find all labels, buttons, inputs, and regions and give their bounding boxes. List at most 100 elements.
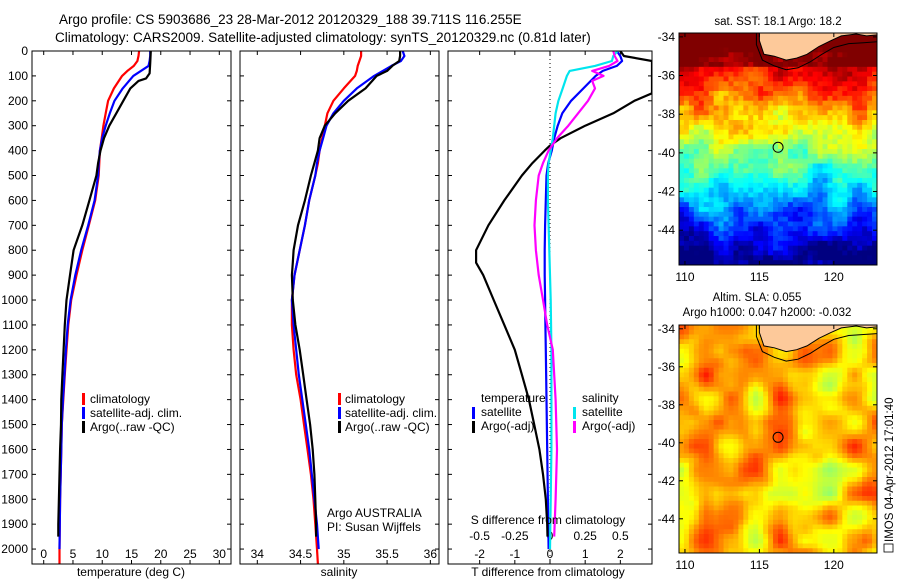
heatmap-cell — [782, 192, 789, 198]
heatmap-cell — [822, 86, 829, 92]
heatmap-cell — [753, 158, 759, 165]
heatmap-cell — [807, 211, 814, 218]
heatmap-cell — [778, 100, 784, 107]
heatmap-cell — [758, 76, 764, 82]
heatmap-cell — [807, 548, 814, 553]
heatmap-cell — [792, 391, 799, 397]
heatmap-cell — [807, 443, 814, 450]
heatmap-cell — [822, 472, 829, 478]
heatmap-cell — [753, 182, 759, 189]
heatmap-cell — [867, 467, 873, 473]
heatmap-cell — [679, 339, 685, 345]
heatmap-cell — [733, 358, 739, 364]
heatmap-cell — [688, 353, 695, 359]
heatmap-cell — [748, 76, 754, 82]
heatmap-cell — [837, 71, 843, 78]
heatmap-cell — [847, 500, 853, 507]
heatmap-cell — [807, 458, 814, 464]
heatmap-cell — [738, 245, 744, 252]
heatmap-cell — [703, 405, 710, 412]
heatmap-cell — [763, 124, 769, 131]
heatmap-cell — [872, 250, 877, 256]
heatmap-cell — [683, 548, 690, 553]
heatmap-cell — [763, 458, 769, 464]
heatmap-cell — [842, 481, 848, 488]
heatmap-cell — [723, 377, 730, 383]
heatmap-cell — [787, 110, 794, 116]
heatmap-cell — [842, 358, 848, 364]
heatmap-cell — [837, 182, 843, 189]
header-line2: Climatology: CARS2009. Satellite-adjuste… — [55, 30, 591, 45]
heatmap-cell — [817, 339, 824, 345]
heatmap-cell — [703, 334, 710, 340]
heatmap-cell — [872, 86, 877, 92]
heatmap-cell — [827, 134, 834, 140]
heatmap-cell — [797, 76, 804, 82]
heatmap-cell — [797, 543, 804, 549]
heatmap-cell — [748, 382, 754, 388]
heatmap-cell — [733, 42, 739, 49]
heatmap-cell — [708, 240, 715, 247]
heatmap-cell — [768, 187, 774, 194]
heatmap-cell — [679, 124, 685, 131]
heatmap-cell — [802, 458, 809, 464]
heatmap-cell — [822, 110, 829, 116]
heatmap-cell — [688, 95, 695, 102]
heatmap-cell — [807, 91, 814, 97]
heatmap-cell — [782, 396, 789, 402]
heatmap-cell — [688, 358, 695, 364]
heatmap-cell — [743, 529, 749, 535]
heatmap-cell — [688, 325, 695, 331]
heatmap-cell — [753, 453, 759, 459]
heatmap-cell — [817, 226, 824, 232]
heatmap-cell — [743, 401, 749, 407]
heatmap-cell — [852, 139, 858, 145]
heatmap-cell — [753, 221, 759, 227]
heatmap-cell — [857, 424, 863, 431]
heatmap-cell — [778, 250, 784, 256]
heatmap-cell — [683, 120, 690, 126]
heatmap-cell — [787, 420, 794, 426]
heatmap-cell — [688, 401, 695, 407]
heatmap-cell — [738, 66, 744, 73]
heatmap-cell — [698, 86, 705, 92]
heatmap-cell — [857, 524, 863, 530]
heatmap-cell — [703, 182, 710, 189]
heatmap-cell — [703, 178, 710, 184]
heatmap-cell — [842, 221, 848, 227]
heatmap-cell — [758, 260, 764, 265]
heatmap-cell — [857, 382, 863, 388]
heatmap-cell — [827, 462, 834, 469]
heatmap-cell — [807, 110, 814, 116]
heatmap-cell — [768, 226, 774, 232]
x-tick-label: 110 — [675, 270, 694, 284]
heatmap-cell — [797, 429, 804, 435]
heatmap-cell — [817, 202, 824, 208]
heatmap-cell — [867, 76, 873, 82]
heatmap-cell — [753, 372, 759, 378]
heatmap-cell — [812, 202, 819, 208]
heatmap-cell — [817, 529, 824, 535]
heatmap-cell — [832, 548, 838, 553]
heatmap-cell — [852, 250, 858, 256]
heatmap-cell — [812, 439, 819, 445]
heatmap-cell — [738, 424, 744, 431]
heatmap-cell — [847, 372, 853, 378]
heatmap-cell — [738, 348, 744, 355]
heatmap-cell — [862, 207, 868, 213]
heatmap-cell — [713, 325, 720, 331]
heatmap-cell — [708, 95, 715, 102]
heatmap-cell — [738, 33, 744, 39]
heatmap-cell — [688, 486, 695, 492]
heatmap-cell — [802, 424, 809, 431]
heatmap-cell — [768, 95, 774, 102]
heatmap-cell — [693, 153, 700, 160]
heatmap-cell — [797, 129, 804, 136]
heatmap-cell — [812, 91, 819, 97]
heatmap-cell — [679, 486, 685, 492]
heatmap-cell — [763, 353, 769, 359]
heatmap-cell — [807, 486, 814, 492]
heatmap-cell — [688, 458, 695, 464]
heatmap-cell — [857, 467, 863, 473]
heatmap-cell — [862, 144, 868, 150]
